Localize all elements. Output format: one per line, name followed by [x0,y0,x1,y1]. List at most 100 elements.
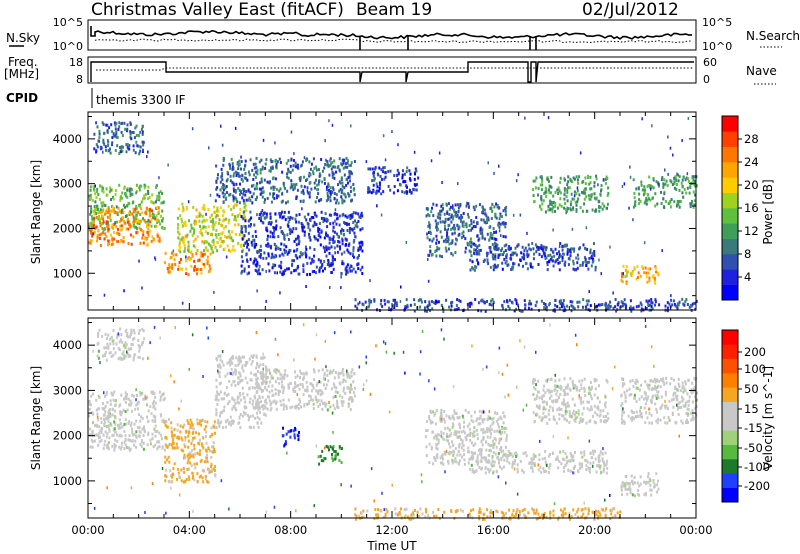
freq-series [90,61,694,83]
heatmap-cell [284,440,287,444]
heatmap-cell [98,425,101,429]
heatmap-cell [295,220,298,224]
heatmap-cell [529,262,532,266]
heatmap-cell [205,212,207,216]
heatmap-cell [259,410,262,414]
heatmap-cell [289,216,292,220]
heatmap-cell [549,185,552,189]
heatmap-cell [474,225,477,229]
heatmap-cell [563,188,566,192]
heatmap-cell [149,209,152,213]
heatmap-cell [109,188,112,192]
heatmap-cell [187,247,190,251]
heatmap-cell [170,251,173,255]
heatmap-cell [270,200,273,204]
heatmap-cell [106,210,109,214]
heatmap-cell [478,409,481,413]
heatmap-cell [235,218,238,222]
heatmap-cell [507,304,510,308]
heatmap-cell [101,227,104,230]
heatmap-cell [250,354,253,358]
heatmap-cell [531,265,534,269]
heatmap-cell [425,420,428,423]
heatmap-cell [107,223,110,227]
heatmap-cell [435,222,438,226]
heatmap-cell [252,178,255,181]
heatmap-cell [294,428,297,432]
heatmap-cell [135,217,138,221]
heatmap-cell [287,383,290,387]
heatmap-cell [549,253,552,257]
heatmap-cell [557,192,560,195]
heatmap-cell [262,379,265,383]
heatmap-cell [270,244,273,248]
heatmap-cell [119,146,121,149]
heatmap-cell [154,217,157,221]
heatmap-cell [332,186,335,190]
heatmap-cell [263,400,266,404]
heatmap-cell [488,429,491,433]
heatmap-cell [187,434,190,438]
heatmap-cell [440,420,443,423]
heatmap-cell [143,194,146,198]
heatmap-cell [96,342,99,346]
heatmap-cell [409,172,412,176]
heatmap-cell [196,235,199,238]
heatmap-cell [333,376,336,380]
heatmap-cell [330,245,333,249]
heatmap-cell [139,149,142,153]
heatmap-cell [424,300,427,304]
heatmap-cell [470,222,473,226]
heatmap-cell [637,271,640,275]
heatmap-cell [272,231,275,235]
heatmap-cell [285,404,288,408]
heatmap-cell [316,196,318,199]
heatmap-cell [296,266,299,270]
heatmap-cell [494,253,497,257]
heatmap-cell [102,122,105,126]
heatmap-cell [329,157,332,161]
heatmap-cell [289,406,292,410]
heatmap-cell [526,255,529,259]
heatmap-cell [137,413,140,417]
heatmap-cell [254,416,257,420]
heatmap-cell [269,230,272,234]
heatmap-cell [534,304,537,308]
heatmap-cell [450,252,453,256]
heatmap-cell [330,192,332,196]
heatmap-cell [263,200,266,204]
heatmap-cell [662,182,665,186]
heatmap-cell [127,335,129,339]
heatmap-cell [327,182,330,186]
heatmap-cell [621,280,624,284]
heatmap-cell [123,344,126,348]
heatmap-cell [565,211,567,215]
heatmap-cell [522,252,525,256]
heatmap-cell [678,199,681,203]
heatmap-cell [256,398,259,402]
heatmap-cell [401,190,404,194]
heatmap-cell [448,305,450,309]
heatmap-cell [216,358,219,362]
heatmap-cell [189,455,192,459]
heatmap-cell [172,253,175,257]
heatmap-cell [241,259,244,263]
heatmap-cell [606,194,609,198]
heatmap-cell [275,219,278,223]
heatmap-cell [295,384,298,388]
heatmap-cell [221,178,224,182]
heatmap-cell [269,169,272,173]
heatmap-cell [152,445,155,449]
heatmap-cell [456,435,459,439]
heatmap-cell [259,244,262,248]
heatmap-cell [138,259,140,263]
heatmap-cell [334,219,336,223]
heatmap-cell [111,413,114,417]
heatmap-cell [296,404,298,408]
heatmap-cell [306,186,309,190]
heatmap-cell [537,246,540,249]
heatmap-cell [242,392,245,396]
heatmap-cell [137,220,140,224]
heatmap-cell [649,198,652,202]
heatmap-cell [118,340,121,344]
